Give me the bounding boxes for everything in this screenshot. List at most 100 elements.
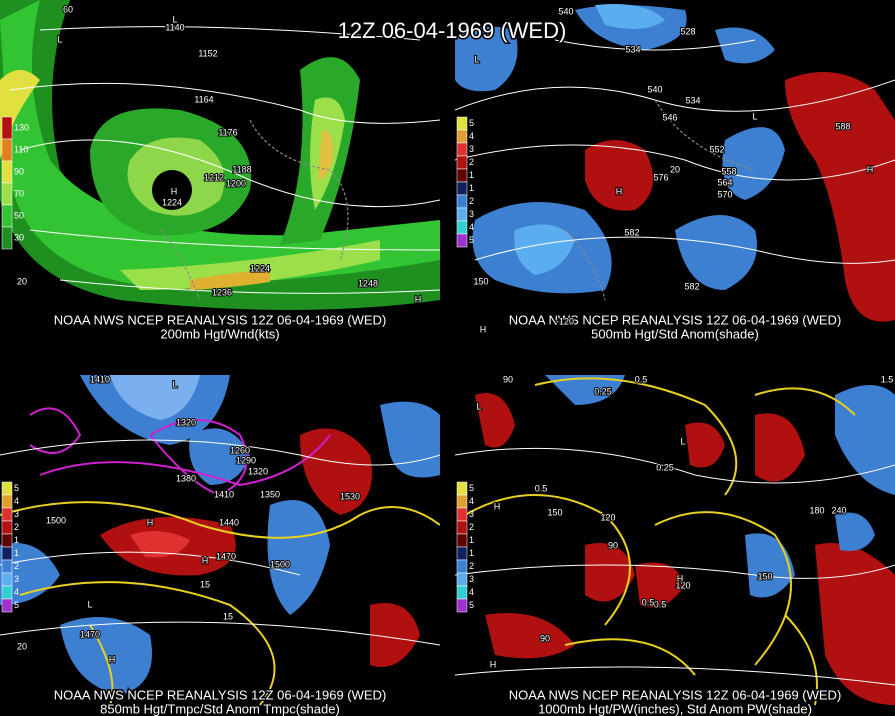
legend-swatch xyxy=(1,204,13,228)
contour-label: 150 xyxy=(547,507,562,517)
legend-swatch xyxy=(1,533,13,548)
contour-label: 1164 xyxy=(194,94,213,104)
contour-label: 0.5 xyxy=(535,483,548,493)
contour-label: 1380 xyxy=(176,473,196,483)
contour-label: L xyxy=(87,599,92,609)
legend-swatch xyxy=(456,116,468,131)
panel-caption: NOAA NWS NCEP REANALYSIS 12Z 06-04-1969 … xyxy=(54,687,387,702)
legend-swatch xyxy=(456,155,468,170)
legend-label: 5 xyxy=(469,118,474,128)
panel-caption: 200mb Hgt/Wnd(kts) xyxy=(160,326,279,341)
contour-label: 1500 xyxy=(46,515,66,525)
legend-swatch xyxy=(1,226,13,250)
legend-label: 5 xyxy=(469,483,474,493)
legend-label: 4 xyxy=(469,587,474,597)
contour-label: 1176 xyxy=(218,127,237,137)
contour-label: H xyxy=(147,517,154,527)
legend-label: 2 xyxy=(14,561,19,571)
contour-label: L xyxy=(752,111,757,121)
contour-label: 576 xyxy=(653,172,668,182)
panel-850mb xyxy=(0,375,440,706)
legend-swatch xyxy=(456,507,468,522)
contour-label: 534 xyxy=(685,95,700,105)
contour-label: 582 xyxy=(684,281,699,291)
contour-label: L xyxy=(172,14,177,24)
legend-label: 50 xyxy=(14,210,24,220)
contour-label: 180 xyxy=(809,505,824,515)
contour-label: 0.25 xyxy=(594,386,612,396)
contour-label: 1260 xyxy=(230,445,250,455)
contour-label: H xyxy=(171,186,178,196)
legend-label: 3 xyxy=(469,144,474,154)
contour-label: H xyxy=(480,324,487,334)
contour-label: H xyxy=(490,659,497,669)
legend-swatch xyxy=(456,207,468,222)
legend-swatch xyxy=(1,494,13,509)
contour-label: 1350 xyxy=(260,489,280,499)
legend-label: 1 xyxy=(469,183,474,193)
contour-label: 1248 xyxy=(358,278,378,288)
contour-label: 120 xyxy=(675,580,690,590)
legend-swatch xyxy=(456,168,468,183)
contour-label: 0.5 xyxy=(654,599,667,609)
legend-swatch xyxy=(456,233,468,248)
legend-label: 2 xyxy=(469,561,474,571)
contour-label: H xyxy=(677,573,684,583)
legend-swatch xyxy=(456,481,468,496)
panel-caption: NOAA NWS NCEP REANALYSIS 12Z 06-04-1969 … xyxy=(509,312,842,327)
contour-label: 564 xyxy=(717,177,732,187)
contour-label: 90 xyxy=(540,633,550,643)
map-title: 12Z 06-04-1969 (WED) xyxy=(338,18,567,43)
contour-label: H xyxy=(616,186,623,196)
legend-swatch xyxy=(456,194,468,209)
contour-label: 90 xyxy=(503,374,513,384)
legend-label: 70 xyxy=(14,188,24,198)
legend-swatch xyxy=(1,520,13,535)
contour-label: 1500 xyxy=(270,559,290,569)
contour-label: 552 xyxy=(709,144,724,154)
contour-label: 0.5 xyxy=(642,597,655,607)
legend-swatch xyxy=(1,598,13,613)
legend-swatch xyxy=(1,116,13,140)
panel-caption: NOAA NWS NCEP REANALYSIS 12Z 06-04-1969 … xyxy=(54,312,387,327)
panel-caption: 850mb Hgt/Tmpc/Std Anom Tmpc(shade) xyxy=(100,701,340,716)
panel-1000mb xyxy=(455,375,895,706)
contour-label: 1320 xyxy=(248,466,268,476)
labels: NOAA NWS NCEP REANALYSIS 12Z 06-04-1969 … xyxy=(1,3,894,716)
contour-label: 1410 xyxy=(90,374,110,384)
contour-label: 1152 xyxy=(198,48,217,58)
legend-label: 110 xyxy=(14,144,28,154)
contour-label: -120 xyxy=(556,316,574,326)
legend-label: 4 xyxy=(14,587,19,597)
legend-label: 2 xyxy=(469,157,474,167)
panel-caption: NOAA NWS NCEP REANALYSIS 12Z 06-04-1969 … xyxy=(509,687,842,702)
contour-label: H xyxy=(415,294,422,304)
contour-label: 0.5 xyxy=(635,374,648,384)
legend-label: 3 xyxy=(14,509,19,519)
contour-label: 1224 xyxy=(162,197,182,207)
contour-label: L xyxy=(680,436,685,446)
legend-swatch xyxy=(1,572,13,587)
contour-label: L xyxy=(172,379,177,389)
contour-label: 20 xyxy=(17,276,27,286)
legend-swatch xyxy=(456,559,468,574)
legend-label: 1 xyxy=(469,548,474,558)
contour-label: 558 xyxy=(721,166,736,176)
legend-label: 2 xyxy=(469,522,474,532)
contour-label: 1224 xyxy=(250,263,270,273)
legend-label: 1 xyxy=(14,535,19,545)
contour-label: 1440 xyxy=(219,517,239,527)
contour-label: 570 xyxy=(717,189,732,199)
legend-label: 3 xyxy=(469,509,474,519)
legend-label: 4 xyxy=(469,496,474,506)
contour-label: 582 xyxy=(624,227,639,237)
legend-label: 130 xyxy=(14,122,29,132)
contour-label: 534 xyxy=(625,44,640,54)
legend-swatch xyxy=(456,220,468,235)
contour-label: 1470 xyxy=(216,551,236,561)
legend-swatch xyxy=(456,585,468,600)
contour-label: 1290 xyxy=(236,455,256,465)
legend-label: 30 xyxy=(14,232,24,242)
contour-label: 1410 xyxy=(214,489,234,499)
contour-label: 20 xyxy=(670,164,680,174)
